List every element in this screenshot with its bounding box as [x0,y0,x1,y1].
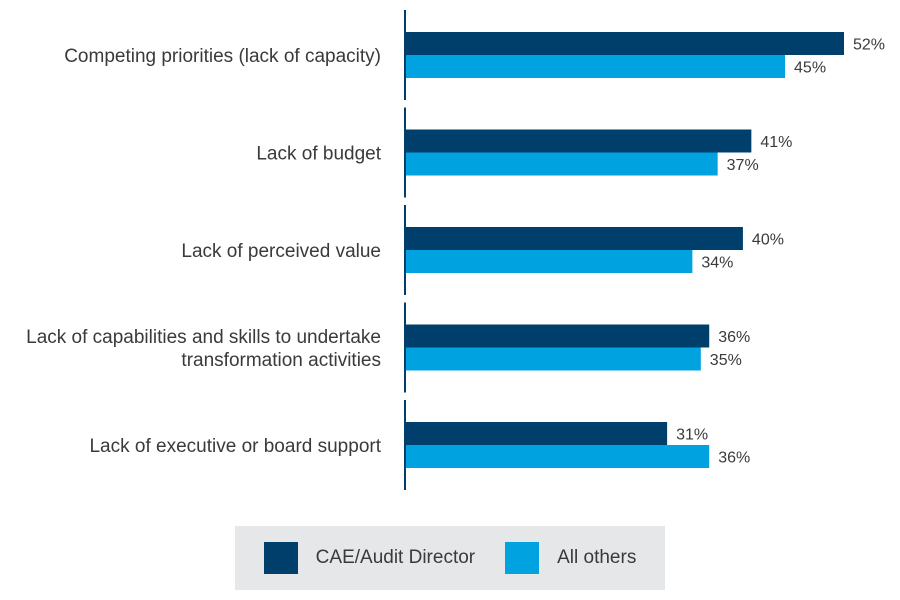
legend-item-cae: CAE/Audit Director [263,542,476,574]
bar-all-others [406,152,718,176]
bar-cae [406,129,752,153]
bar-chart: Competing priorities (lack of capacity) 5… [26,10,885,490]
legend-swatch-cae [263,542,298,574]
bar-cae [406,227,743,250]
value-label: 37% [727,157,759,174]
bar-cae [406,324,710,348]
value-label: 36% [718,450,750,467]
bar-all-others [406,55,786,78]
legend-label-cae: CAE/Audit Director [315,547,476,568]
legend-item-all-others: All others [505,542,636,574]
category-label: Lack of capabilities and skills to under… [26,327,381,348]
value-label: 35% [710,352,742,369]
value-label: 45% [794,60,826,77]
bar-all-others [406,445,710,468]
bar-all-others [406,250,693,273]
bar-cae [406,32,844,55]
legend-label-all-others: All others [557,547,637,568]
value-label: 40% [752,232,784,249]
value-label: 34% [701,255,733,272]
chart-legend: CAE/Audit Director All others [235,526,665,590]
value-label: 41% [760,134,792,151]
category-label: Lack of budget [256,144,381,165]
category-label: transformation activities [181,350,381,371]
category-label: Competing priorities (lack of capacity) [64,46,381,67]
value-label: 36% [718,329,750,346]
value-label: 31% [676,427,708,444]
bar-cae [406,422,668,445]
category-label: Lack of executive or board support [89,436,381,457]
category-label: Lack of perceived value [181,241,381,262]
bar-all-others [406,347,701,371]
value-label: 52% [853,37,885,54]
legend-swatch-all-others [505,542,540,574]
